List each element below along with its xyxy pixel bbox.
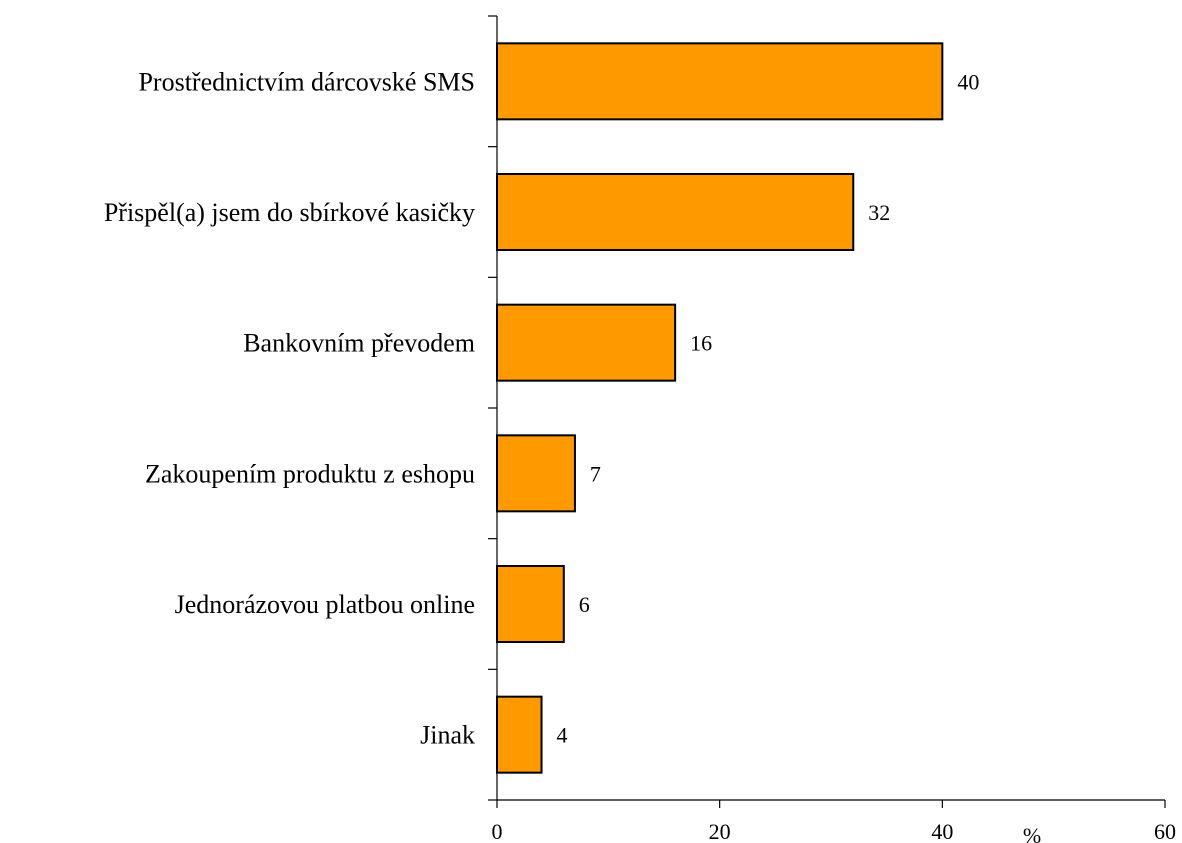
bar-3: [496, 434, 576, 513]
category-label: Bankovním převodem: [243, 329, 475, 358]
category-label: Jinak: [420, 721, 475, 750]
category-label: Přispěl(a) jsem do sbírkové kasičky: [104, 198, 475, 227]
data-label: 16: [690, 331, 712, 356]
data-label: 4: [557, 723, 568, 748]
x-tick-label: 20: [709, 819, 731, 843]
bar-0: [496, 42, 944, 121]
x-tick-label: 0: [492, 819, 503, 843]
bar-5: [496, 695, 543, 774]
category-label: Jednorázovou platbou online: [175, 590, 475, 619]
bar-1: [496, 173, 855, 251]
bar-2: [496, 303, 677, 382]
category-label: Prostřednictvím dárcovské SMS: [138, 67, 475, 96]
data-label: 32: [868, 200, 890, 225]
data-label: 40: [957, 69, 979, 94]
x-tick-label: 60: [1154, 819, 1176, 843]
x-axis-unit-label: %: [1023, 823, 1041, 843]
data-label: 7: [590, 461, 601, 486]
category-label: Zakoupením produktu z eshopu: [145, 459, 475, 488]
data-label: 6: [579, 592, 590, 617]
bar-4: [496, 565, 565, 643]
x-tick-label: 40: [931, 819, 953, 843]
